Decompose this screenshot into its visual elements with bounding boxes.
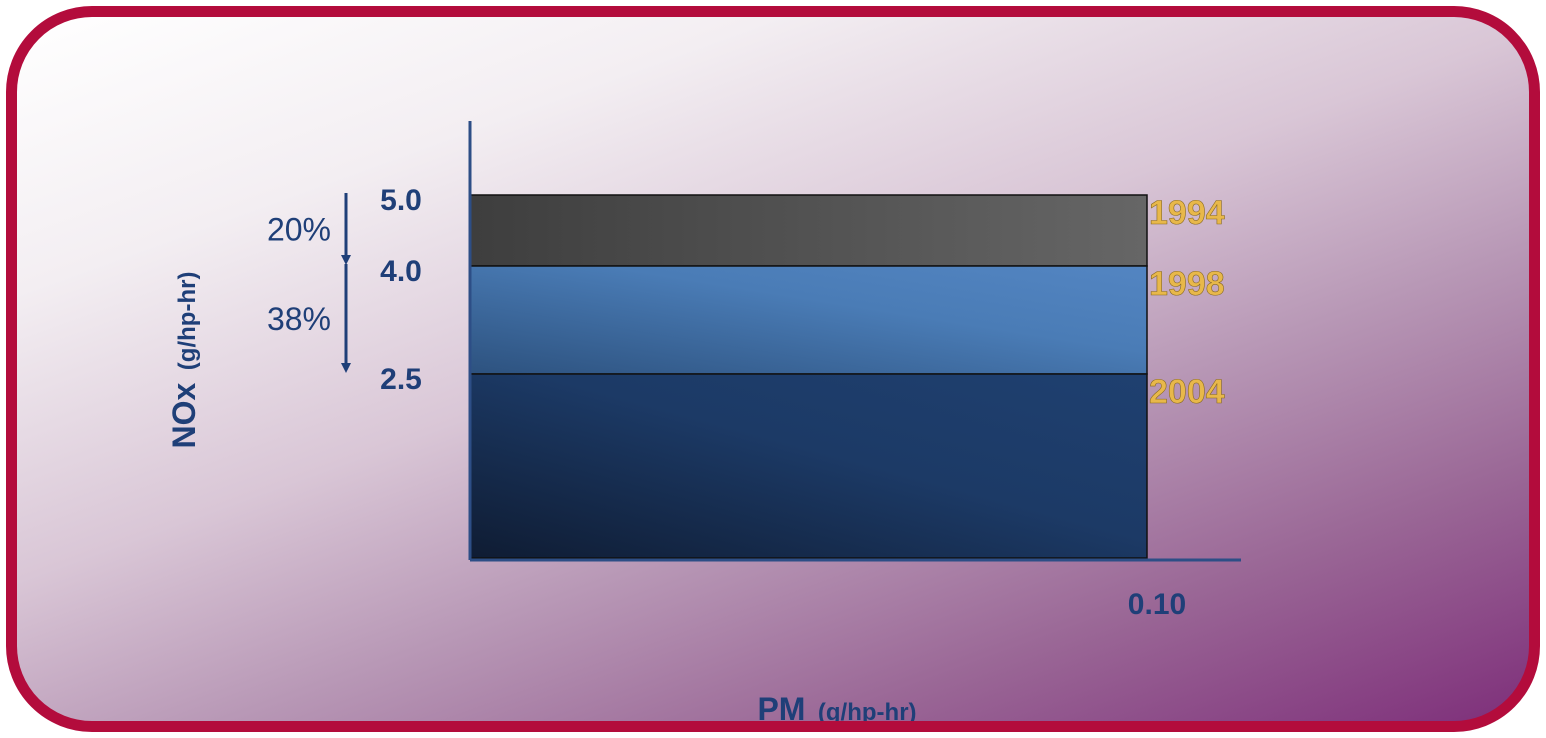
reduction-label-20pct: 20% [267, 212, 331, 248]
year-label-1994: 1994 [1149, 194, 1225, 232]
bar-1994 [469, 194, 1148, 267]
y-tick-label-4.0: 4.0 [380, 255, 422, 288]
chart-frame: 5.0 4.0 2.5 1994 1998 2004 20% 38% 0.10 PM (g… [6, 6, 1540, 732]
y-axis-title-unit: (g/hp-hr) [174, 272, 201, 371]
y-axis-title-main: NOx [166, 382, 202, 448]
nox-pm-chart: 5.0 4.0 2.5 1994 1998 2004 20% 38% 0.10 PM (g… [166, 121, 1241, 727]
year-label-2004: 2004 [1149, 373, 1225, 411]
y-axis-title: NOx (g/hp-hr) [166, 272, 202, 449]
x-axis-title-main: PM [757, 691, 805, 727]
bar-2004 [469, 373, 1148, 559]
x-tick-label: 0.10 [1128, 588, 1186, 621]
y-tick-label-2.5: 2.5 [380, 363, 422, 396]
y-tick-label-5.0: 5.0 [380, 184, 422, 217]
year-label-1998: 1998 [1149, 265, 1225, 303]
x-axis-title: PM (g/hp-hr) [757, 691, 916, 727]
x-axis-title-unit: (g/hp-hr) [818, 699, 917, 726]
reduction-label-38pct: 38% [267, 301, 331, 337]
bar-1998 [469, 265, 1148, 375]
